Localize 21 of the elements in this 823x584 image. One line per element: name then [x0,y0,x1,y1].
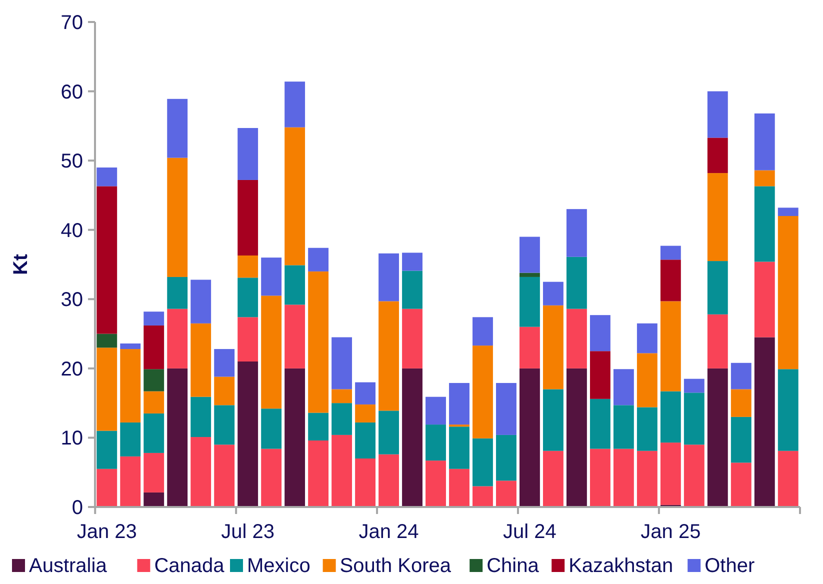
y-axis-title: Kt [10,254,32,276]
x-tick-label: Jan 23 [76,521,137,543]
x-tick-label: Jul 24 [503,521,556,543]
y-tick-label: 30 [60,289,83,312]
y-tick-label: 40 [60,220,83,242]
y-tick-label: 10 [60,428,83,450]
legend-label: Kazakhstan [568,555,674,577]
y-tick-label: 20 [60,358,83,380]
legend-label: Canada [154,555,226,577]
y-tick-label: 70 [60,12,83,34]
legend-label: Other [704,555,755,577]
x-tick-label: Jan 25 [640,521,701,543]
legend-label: Australia [29,555,108,577]
legend-label: South Korea [340,555,452,577]
x-tick-label: Jan 24 [358,521,419,543]
legend-label: Mexico [247,555,310,577]
legend-label: China [486,555,540,577]
x-tick-label: Jul 23 [221,521,275,543]
y-tick-label: 0 [72,497,83,519]
y-tick-label: 60 [60,81,83,104]
y-tick-label: 50 [60,150,83,173]
